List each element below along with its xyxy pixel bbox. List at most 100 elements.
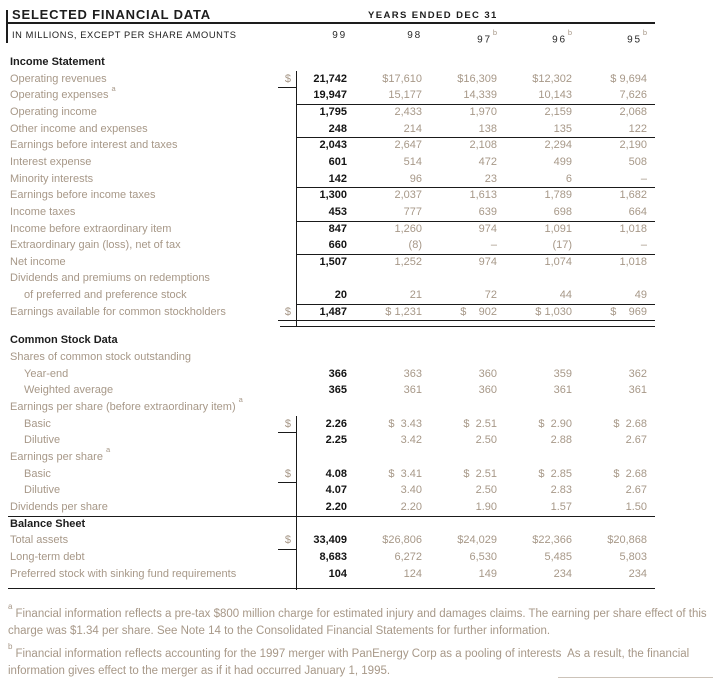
footnote-a-marker: a	[8, 602, 13, 611]
row-label: Total assets	[10, 534, 69, 547]
value-99: 33,409	[313, 534, 347, 547]
value-99: 1,487	[319, 305, 347, 318]
bottom-edge-divider	[558, 677, 713, 678]
value-99: 4.08	[325, 467, 347, 480]
value-95: 1,682	[619, 189, 647, 202]
value-97: $ 2.51	[463, 467, 497, 480]
row-label: Income before extraordinary item	[10, 222, 172, 235]
value-98: 1,260	[394, 222, 422, 235]
value-96: 1,789	[544, 189, 572, 202]
row-label: Basic	[24, 467, 51, 480]
table-row: Dividends per share 2.20 2.20 1.90 1.57 1.50	[0, 499, 713, 516]
value-97: 472	[478, 155, 497, 168]
value-98: 2,037	[394, 189, 422, 202]
value-97: 360	[478, 367, 497, 380]
footnote-marker: a	[238, 395, 243, 405]
value-96: 5,485	[544, 550, 572, 563]
table-row: Operating revenues $21,742 $17,610 $16,309 $…	[0, 71, 713, 89]
value-97: 1,613	[469, 189, 497, 202]
row-label: Income taxes	[10, 205, 76, 218]
value-98: 2.20	[400, 500, 422, 513]
value-99: 601	[328, 155, 347, 168]
table-row: Dilutive 2.25 3.42 2.50 2.88 2.67	[0, 432, 713, 449]
table-rule	[296, 137, 655, 139]
table-row: Net income 1,507 1,252 974 1,074 1,018	[0, 254, 713, 271]
value-95: 2,190	[619, 139, 647, 152]
value-96: 1,074	[544, 255, 572, 268]
value-95: 362	[628, 367, 647, 380]
value-97: $ 902	[460, 305, 497, 318]
column-header-99: 99	[332, 30, 347, 41]
table-row: Earnings before interest and taxes 2,043 2…	[0, 137, 713, 154]
header-rule	[8, 21, 655, 24]
value-96: 44	[559, 289, 572, 302]
value-99: 20	[334, 289, 347, 302]
subheader-row: Earnings per share (before extraordinary…	[0, 396, 713, 416]
value-96: (17)	[552, 239, 572, 252]
row-label: Long-term debt	[10, 550, 85, 563]
footnotes: aFinancial information reflects a pre-ta…	[8, 601, 709, 680]
value-98: 124	[403, 567, 422, 580]
value-98: 3.40	[400, 484, 422, 497]
section-header-row: Balance Sheet	[0, 516, 713, 533]
table-row: Basic $4.08 $ 3.41 $ 2.51 $ 2.85 $ 2.68	[0, 466, 713, 484]
value-95: 5,803	[619, 550, 647, 563]
table-row: Minority interests 142 96 23 6 –	[0, 171, 713, 188]
value-98: $26,806	[382, 534, 422, 547]
row-label: Net income	[10, 255, 66, 268]
value-97: 2.50	[475, 434, 497, 447]
subheader-row: Earnings per sharea	[0, 445, 713, 466]
value-95: 234	[628, 567, 647, 580]
value-96: 10,143	[538, 89, 572, 102]
table-row: Total assets $33,409 $26,806 $24,029 $22,366…	[0, 532, 713, 550]
value-99: 2.20	[325, 500, 347, 513]
value-98: 363	[403, 367, 422, 380]
value-97: 974	[478, 255, 497, 268]
units-caption: IN MILLIONS, EXCEPT PER SHARE AMOUNTS	[12, 30, 237, 40]
value-98: 1,252	[394, 255, 422, 268]
row-label: Balance Sheet	[10, 517, 86, 530]
table-row: of preferred and preference stock 20 21 72 4…	[0, 287, 713, 304]
value-95: 1.50	[625, 500, 647, 513]
row-label: Earnings per sharea	[10, 445, 111, 463]
value-96: $22,366	[532, 534, 572, 547]
dollar-column-rule-upper	[296, 70, 297, 327]
value-97: –	[490, 239, 497, 252]
row-label: Earnings before interest and taxes	[10, 139, 178, 152]
value-98: $ 1,231	[385, 305, 422, 318]
value-95: 1,018	[619, 255, 647, 268]
footnote-b: bFinancial information reflects accounti…	[8, 641, 709, 680]
value-96: 2.88	[550, 434, 572, 447]
table-row: Operating expensesa 19,947 15,177 14,339 10,…	[0, 83, 713, 104]
financial-table: Income Statement Operating revenues $21,74…	[0, 54, 713, 599]
value-95: $ 2.68	[613, 417, 647, 430]
value-98: 514	[403, 155, 422, 168]
row-label: Earnings available for common stockholde…	[10, 305, 226, 318]
value-96: 1.57	[550, 500, 572, 513]
value-97: 360	[478, 384, 497, 397]
column-header-98: 98	[407, 30, 422, 41]
row-label: Interest expense	[10, 155, 92, 168]
row-label: Operating expensesa	[10, 83, 116, 102]
row-label: Operating income	[10, 105, 97, 118]
value-96: 135	[553, 122, 572, 135]
value-98: 2,433	[394, 105, 422, 118]
value-97: 14,339	[463, 89, 497, 102]
value-97: $16,309	[457, 72, 497, 85]
table-rule	[296, 220, 655, 222]
value-96: 6	[565, 172, 572, 185]
dollar-sign: $	[278, 71, 296, 89]
value-95: 2.67	[625, 484, 647, 497]
value-95: 122	[628, 122, 647, 135]
value-95: 361	[628, 384, 647, 397]
value-95: $ 9,694	[610, 72, 647, 85]
value-99: 2,043	[319, 139, 347, 152]
value-99: 365	[328, 384, 347, 397]
table-row: Preferred stock with sinking fund requir…	[0, 566, 713, 583]
row-label: Year-end	[24, 367, 69, 380]
dollar-sign: $	[278, 304, 296, 322]
value-99: 4.07	[325, 484, 347, 497]
table-rule	[296, 253, 655, 255]
table-rule	[280, 325, 655, 327]
table-rule	[8, 588, 655, 590]
